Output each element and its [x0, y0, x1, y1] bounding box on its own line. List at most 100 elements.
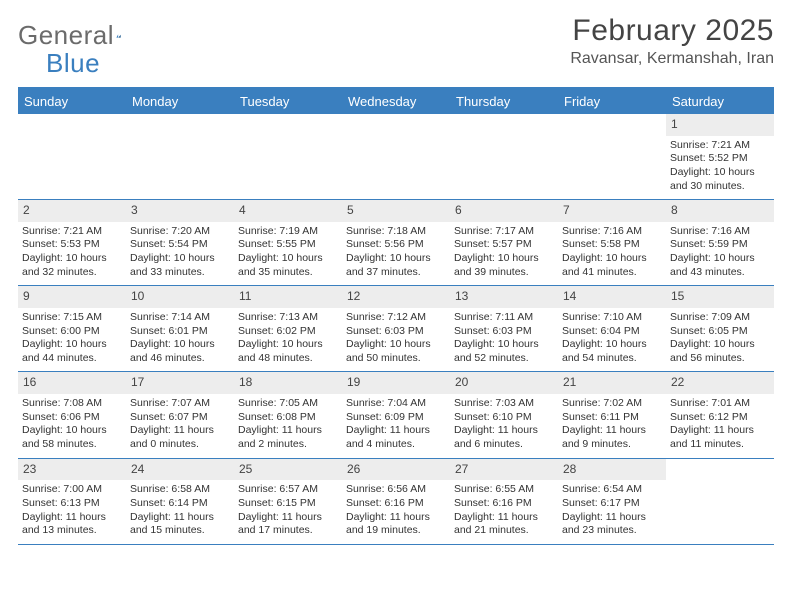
day-cell — [558, 114, 666, 199]
sunset-text: Sunset: 5:54 PM — [130, 238, 230, 252]
day-cell — [342, 114, 450, 199]
calendar: Sunday Monday Tuesday Wednesday Thursday… — [18, 87, 774, 545]
sunrise-text: Sunrise: 7:03 AM — [454, 397, 554, 411]
day-number: 11 — [234, 286, 342, 308]
day-number: 22 — [666, 372, 774, 394]
sunset-text: Sunset: 5:57 PM — [454, 238, 554, 252]
sunset-text: Sunset: 6:14 PM — [130, 497, 230, 511]
dow-tuesday: Tuesday — [234, 89, 342, 114]
dow-sunday: Sunday — [18, 89, 126, 114]
sunset-text: Sunset: 6:16 PM — [454, 497, 554, 511]
day-number: 8 — [666, 200, 774, 222]
sunset-text: Sunset: 6:02 PM — [238, 325, 338, 339]
sunset-text: Sunset: 5:58 PM — [562, 238, 662, 252]
sunset-text: Sunset: 6:06 PM — [22, 411, 122, 425]
day-cell — [666, 459, 774, 544]
day-cell: 17Sunrise: 7:07 AMSunset: 6:07 PMDayligh… — [126, 372, 234, 457]
daylight-text: Daylight: 10 hours and 56 minutes. — [670, 338, 770, 365]
dow-saturday: Saturday — [666, 89, 774, 114]
day-cell: 26Sunrise: 6:56 AMSunset: 6:16 PMDayligh… — [342, 459, 450, 544]
day-cell — [450, 114, 558, 199]
daylight-text: Daylight: 11 hours and 13 minutes. — [22, 511, 122, 538]
sunrise-text: Sunrise: 7:21 AM — [22, 225, 122, 239]
day-number: 9 — [18, 286, 126, 308]
sunrise-text: Sunrise: 7:13 AM — [238, 311, 338, 325]
logo-word2: Blue — [46, 48, 100, 78]
day-number: 24 — [126, 459, 234, 481]
daylight-text: Daylight: 10 hours and 46 minutes. — [130, 338, 230, 365]
day-number: 15 — [666, 286, 774, 308]
day-number: 20 — [450, 372, 558, 394]
day-cell: 8Sunrise: 7:16 AMSunset: 5:59 PMDaylight… — [666, 200, 774, 285]
sunset-text: Sunset: 5:55 PM — [238, 238, 338, 252]
sunrise-text: Sunrise: 6:54 AM — [562, 483, 662, 497]
day-cell: 3Sunrise: 7:20 AMSunset: 5:54 PMDaylight… — [126, 200, 234, 285]
sunrise-text: Sunrise: 7:09 AM — [670, 311, 770, 325]
sunset-text: Sunset: 5:53 PM — [22, 238, 122, 252]
sunset-text: Sunset: 6:04 PM — [562, 325, 662, 339]
sunset-text: Sunset: 6:15 PM — [238, 497, 338, 511]
sunrise-text: Sunrise: 7:12 AM — [346, 311, 446, 325]
sunset-text: Sunset: 6:17 PM — [562, 497, 662, 511]
weeks-container: 1Sunrise: 7:21 AMSunset: 5:52 PMDaylight… — [18, 114, 774, 545]
sunset-text: Sunset: 6:05 PM — [670, 325, 770, 339]
day-number: 27 — [450, 459, 558, 481]
daylight-text: Daylight: 10 hours and 35 minutes. — [238, 252, 338, 279]
sunset-text: Sunset: 6:03 PM — [346, 325, 446, 339]
day-cell: 16Sunrise: 7:08 AMSunset: 6:06 PMDayligh… — [18, 372, 126, 457]
sunset-text: Sunset: 6:03 PM — [454, 325, 554, 339]
day-number: 25 — [234, 459, 342, 481]
sunrise-text: Sunrise: 7:00 AM — [22, 483, 122, 497]
daylight-text: Daylight: 11 hours and 6 minutes. — [454, 424, 554, 451]
daylight-text: Daylight: 11 hours and 21 minutes. — [454, 511, 554, 538]
day-number: 28 — [558, 459, 666, 481]
day-number: 13 — [450, 286, 558, 308]
sunset-text: Sunset: 6:13 PM — [22, 497, 122, 511]
day-number: 23 — [18, 459, 126, 481]
sunrise-text: Sunrise: 6:55 AM — [454, 483, 554, 497]
sunrise-text: Sunrise: 7:21 AM — [670, 139, 770, 153]
daylight-text: Daylight: 10 hours and 48 minutes. — [238, 338, 338, 365]
week-row: 2Sunrise: 7:21 AMSunset: 5:53 PMDaylight… — [18, 200, 774, 286]
day-number — [18, 114, 126, 120]
day-cell: 12Sunrise: 7:12 AMSunset: 6:03 PMDayligh… — [342, 286, 450, 371]
day-cell: 20 Sunrise: 7:03 AMSunset: 6:10 PMDayligh… — [450, 372, 558, 457]
day-number: 1 — [666, 114, 774, 136]
day-number: 18 — [234, 372, 342, 394]
sunset-text: Sunset: 6:01 PM — [130, 325, 230, 339]
daylight-text: Daylight: 11 hours and 11 minutes. — [670, 424, 770, 451]
logo: General — [18, 14, 146, 51]
day-cell: 6Sunrise: 7:17 AMSunset: 5:57 PMDaylight… — [450, 200, 558, 285]
day-cell: 28Sunrise: 6:54 AMSunset: 6:17 PMDayligh… — [558, 459, 666, 544]
week-row: 9Sunrise: 7:15 AMSunset: 6:00 PMDaylight… — [18, 286, 774, 372]
sunrise-text: Sunrise: 7:07 AM — [130, 397, 230, 411]
day-cell: 24Sunrise: 6:58 AMSunset: 6:14 PMDayligh… — [126, 459, 234, 544]
day-cell: 10Sunrise: 7:14 AMSunset: 6:01 PMDayligh… — [126, 286, 234, 371]
sunrise-text: Sunrise: 6:58 AM — [130, 483, 230, 497]
sunrise-text: Sunrise: 7:14 AM — [130, 311, 230, 325]
sunrise-text: Sunrise: 7:16 AM — [670, 225, 770, 239]
dow-monday: Monday — [126, 89, 234, 114]
sunrise-text: Sunrise: 7:01 AM — [670, 397, 770, 411]
daylight-text: Daylight: 10 hours and 37 minutes. — [346, 252, 446, 279]
sunrise-text: Sunrise: 7:02 AM — [562, 397, 662, 411]
daylight-text: Daylight: 11 hours and 0 minutes. — [130, 424, 230, 451]
dow-thursday: Thursday — [450, 89, 558, 114]
daylight-text: Daylight: 10 hours and 30 minutes. — [670, 166, 770, 193]
day-number: 4 — [234, 200, 342, 222]
day-cell — [234, 114, 342, 199]
dow-friday: Friday — [558, 89, 666, 114]
sunset-text: Sunset: 6:12 PM — [670, 411, 770, 425]
dow-row: Sunday Monday Tuesday Wednesday Thursday… — [18, 89, 774, 114]
day-number: 19 — [342, 372, 450, 394]
day-number: 7 — [558, 200, 666, 222]
daylight-text: Daylight: 11 hours and 19 minutes. — [346, 511, 446, 538]
day-number — [558, 114, 666, 120]
daylight-text: Daylight: 10 hours and 43 minutes. — [670, 252, 770, 279]
sunrise-text: Sunrise: 7:04 AM — [346, 397, 446, 411]
sunset-text: Sunset: 6:10 PM — [454, 411, 554, 425]
daylight-text: Daylight: 11 hours and 17 minutes. — [238, 511, 338, 538]
day-number: 5 — [342, 200, 450, 222]
day-number — [126, 114, 234, 120]
day-cell: 5Sunrise: 7:18 AMSunset: 5:56 PMDaylight… — [342, 200, 450, 285]
